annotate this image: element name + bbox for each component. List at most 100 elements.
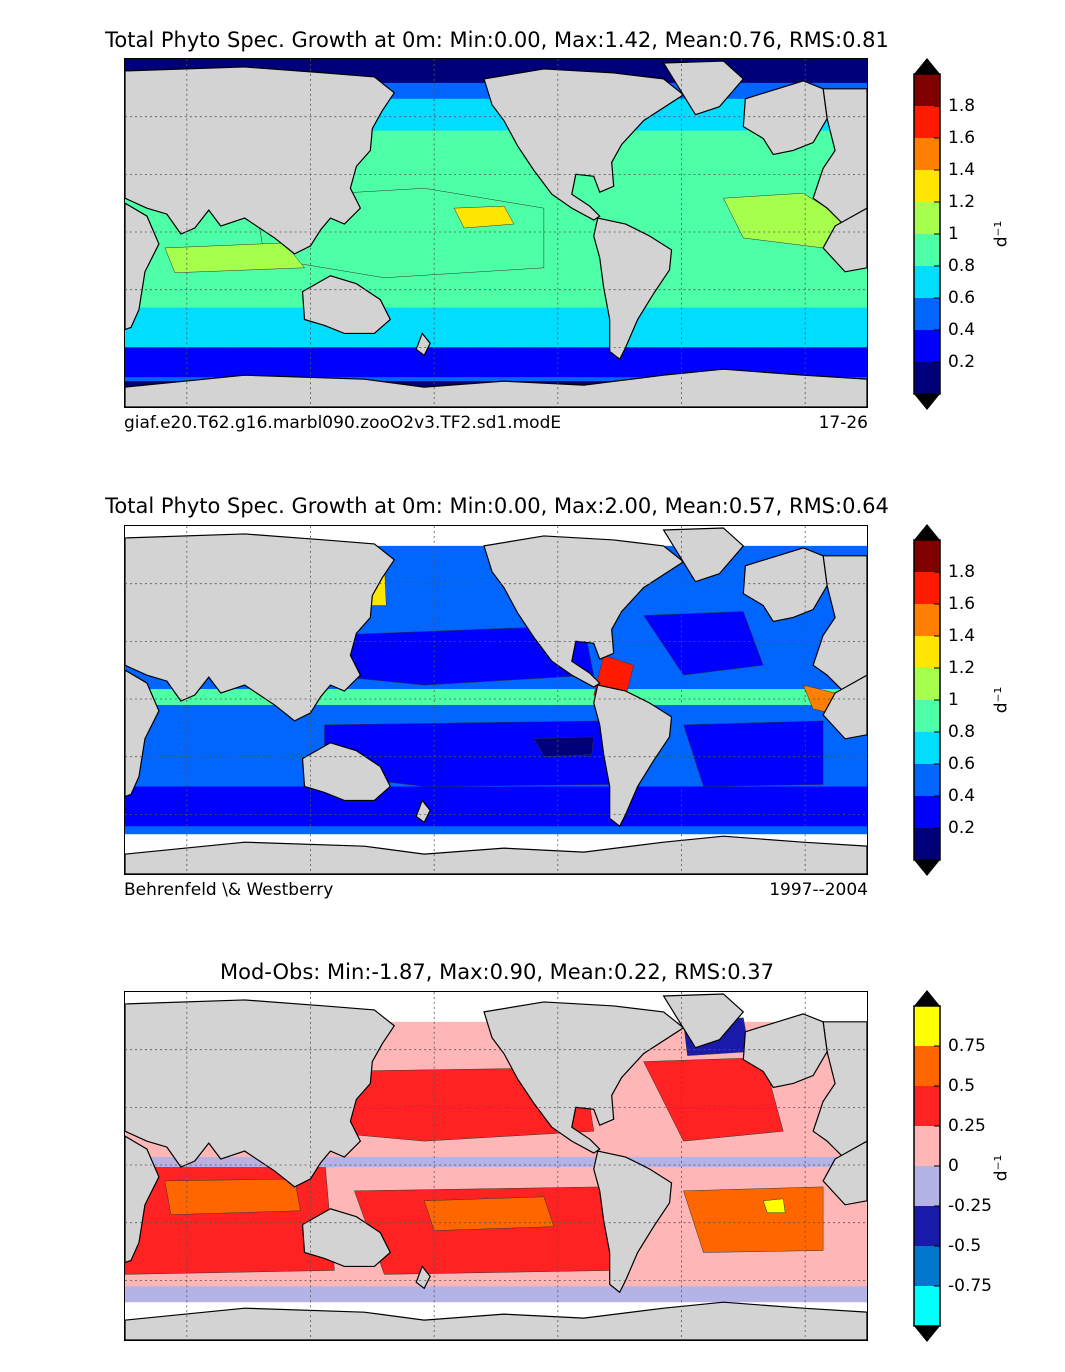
ocean-region-high: [423, 1196, 555, 1231]
colorbar-tick-label: 1.8: [948, 562, 976, 582]
map-canvas: [125, 992, 867, 1340]
colorbar-segment: [914, 234, 940, 266]
colorbar-segment: [914, 266, 940, 298]
colorbar-segment: [914, 668, 940, 700]
panel-title: Total Phyto Spec. Growth at 0m: Min:0.00…: [105, 28, 889, 52]
colorbar-tick-label: 0.6: [948, 754, 976, 774]
colorbar-segment: [914, 828, 940, 860]
source-label: Behrenfeld \& Westberry: [124, 880, 334, 900]
landmass-australia: [301, 742, 392, 802]
ocean-region-high: [164, 1178, 301, 1215]
ocean-band-southern: [125, 786, 867, 827]
colorbar-canvas: [913, 58, 941, 410]
map-difference: [124, 991, 868, 1341]
ocean-band-equatorial: [125, 689, 867, 705]
colorbar-unit: d⁻¹: [991, 220, 1012, 248]
colorbar-tick-label: 0.25: [948, 1116, 986, 1136]
period-label: 17-26: [818, 413, 868, 433]
map-canvas: [125, 59, 867, 407]
colorbar-segment: [914, 604, 940, 636]
colorbar-tick-label: 0.8: [948, 722, 976, 742]
colorbar-canvas: [913, 990, 941, 1342]
landmass-greenland: [662, 60, 745, 116]
colorbar-segment: [914, 1126, 940, 1166]
landmass-nz: [415, 799, 431, 824]
landmass-europe: [742, 547, 828, 623]
landmass-eurasia: [125, 66, 396, 255]
colorbar-tick-label: 0.4: [948, 320, 976, 340]
landmass-namerica: [483, 535, 685, 688]
landmass-africa: [822, 674, 867, 740]
landmass-africa_left: [125, 669, 160, 798]
ocean-band-southern: [125, 1286, 867, 1303]
period-label: 1997--2004: [769, 880, 868, 900]
ocean-region-positive: [643, 1057, 784, 1142]
colorbar: [913, 58, 941, 410]
colorbar-tick-label: 0: [948, 1156, 959, 1176]
colorbar-tick-label: -0.5: [948, 1236, 982, 1256]
map-model: [124, 58, 868, 408]
colorbar-tick-label: 0.6: [948, 288, 976, 308]
landmass-eurasia_east: [812, 1021, 867, 1164]
landmass-australia: [301, 1208, 392, 1268]
colorbar-segment: [914, 74, 940, 106]
colorbar-tick-label: 1: [948, 690, 959, 710]
ocean-region-high: [683, 1186, 824, 1253]
colorbar-extend-max: [914, 990, 940, 1006]
colorbar-extend-min: [914, 1326, 940, 1342]
landmass-namerica: [483, 68, 685, 221]
landmass-greenland: [662, 993, 745, 1049]
colorbar-segment: [914, 1086, 940, 1126]
colorbar-extend-min: [914, 394, 940, 410]
colorbar-tick-label: 0.4: [948, 786, 976, 806]
ocean-region-min: [533, 736, 595, 757]
map-observation: [124, 525, 868, 875]
colorbar-extend-min: [914, 860, 940, 876]
colorbar-tick-label: -0.25: [948, 1196, 992, 1216]
ocean-region-max: [762, 1198, 786, 1213]
source-label: giaf.e20.T62.g16.marbl090.zooO2v3.TF2.sd…: [124, 413, 562, 433]
landmass-greenland: [662, 527, 745, 583]
colorbar-segment: [914, 1206, 940, 1246]
colorbar-segment: [914, 1046, 940, 1086]
landmass-africa: [822, 1140, 867, 1206]
colorbar-tick-label: 1.6: [948, 594, 976, 614]
colorbar-segment: [914, 732, 940, 764]
ocean-region-max: [453, 205, 515, 229]
landmass-eurasia_east: [812, 88, 867, 231]
colorbar-segment: [914, 764, 940, 796]
colorbar-tick-label: 1.6: [948, 128, 976, 148]
colorbar-tick-label: 1.2: [948, 192, 976, 212]
colorbar-tick-label: 0.75: [948, 1036, 986, 1056]
landmass-africa_left: [125, 1135, 160, 1264]
colorbar-tick-label: 0.2: [948, 352, 976, 372]
colorbar-segment: [914, 1166, 940, 1206]
colorbar-segment: [914, 540, 940, 572]
colorbar-segment: [914, 138, 940, 170]
colorbar-extend-max: [914, 58, 940, 74]
ocean-region-gyre: [683, 720, 824, 787]
landmass-nz: [415, 332, 431, 357]
ocean-band: [125, 307, 867, 348]
colorbar: [913, 990, 941, 1342]
colorbar-tick-label: 0.5: [948, 1076, 976, 1096]
colorbar-segment: [914, 362, 940, 394]
colorbar-unit: d⁻¹: [991, 1154, 1012, 1182]
colorbar-segment: [914, 330, 940, 362]
colorbar-segment: [914, 1246, 940, 1286]
landmass-africa: [822, 207, 867, 273]
colorbar-canvas: [913, 524, 941, 876]
ocean-region: [164, 242, 306, 274]
colorbar: [913, 524, 941, 876]
colorbar-tick-label: 0.8: [948, 256, 976, 276]
colorbar-tick-label: 0.2: [948, 818, 976, 838]
colorbar-extend-max: [914, 524, 940, 540]
landmass-africa_left: [125, 202, 160, 331]
landmass-europe: [742, 1013, 828, 1089]
colorbar-tick-label: 1.4: [948, 160, 976, 180]
colorbar-tick-label: 1.2: [948, 658, 976, 678]
landmass-australia: [301, 275, 392, 335]
ocean-region-gyre: [643, 611, 764, 676]
colorbar-segment: [914, 572, 940, 604]
colorbar-tick-label: 1.8: [948, 96, 976, 116]
